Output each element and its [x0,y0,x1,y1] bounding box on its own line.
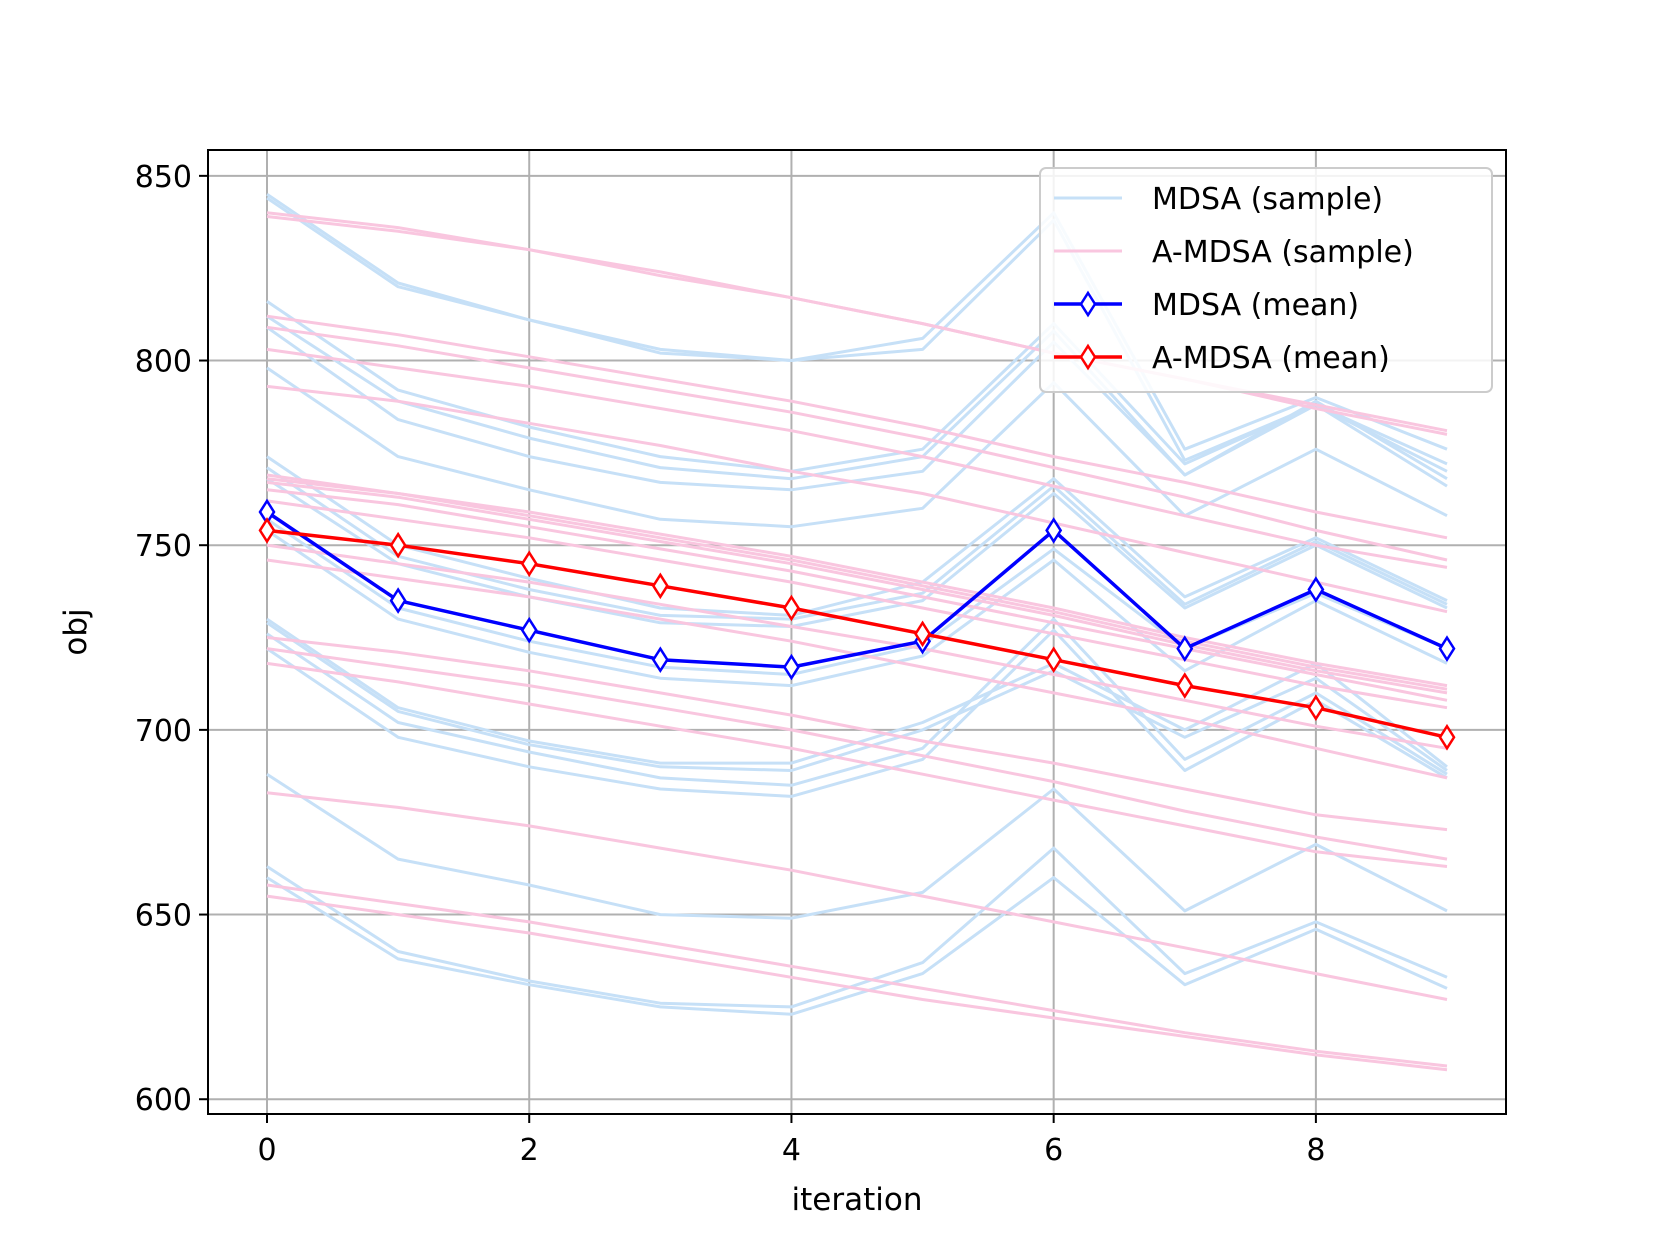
mdsa-sample-line [266,366,1448,529]
y-tick-label: 750 [135,529,192,564]
mdsa-mean-marker [1045,517,1063,544]
amdsa-sample-line [266,477,1448,691]
amdsa-sample-line [266,647,1448,861]
amdsa-mean-marker [1045,646,1063,674]
legend-marker-amdsa-mean [1079,343,1097,371]
axis-ticks: 0 2 4 6 8 600 650 700 750 800 850 [135,160,1326,1168]
mdsa-sample-line [266,326,1448,492]
y-tick-label: 650 [135,899,192,934]
mdsa-sample-line [266,196,1448,466]
y-tick-label: 850 [135,160,192,195]
mdsa-mean-marker [1438,635,1456,662]
x-tick-label: 6 [1044,1133,1063,1168]
legend-label-amdsa-mean: A-MDSA (mean) [1152,341,1390,376]
amdsa-sample-line [266,480,1448,695]
amdsa-mean-marker [1176,672,1194,699]
mdsa-sample-line [266,628,1448,798]
legend-label-mdsa-sample: MDSA (sample) [1152,182,1383,217]
mdsa-sample-line [266,193,1448,451]
amdsa-sample-line [266,384,1448,614]
amdsa-sample-line [266,661,1448,868]
amdsa-sample-line [266,791,1448,1001]
mdsa-sample-line [266,617,1448,787]
x-axis-label: iteration [792,1182,923,1218]
legend-label-mdsa-mean: MDSA (mean) [1152,288,1359,323]
amdsa-mean-marker [914,620,932,648]
amdsa-sample-line [266,894,1448,1072]
mdsa-sample-line [266,477,1448,628]
amdsa-sample-line [266,314,1448,540]
mdsa-sample-line [266,300,1448,473]
mdsa-mean-marker [520,616,538,644]
y-tick-label: 800 [135,345,192,380]
y-tick-label: 600 [135,1083,192,1118]
amdsa-sample-line [266,499,1448,710]
mdsa-sample-line [266,314,1448,481]
y-axis-label: obj [58,608,94,655]
amdsa-sample-line [266,636,1448,832]
amdsa-sample-lines [266,211,1448,1072]
amdsa-mean-marker [520,550,538,577]
legend-label-amdsa-sample: A-MDSA (sample) [1152,235,1414,270]
y-tick-label: 700 [135,714,192,749]
mean-series [258,498,1456,751]
amdsa-sample-line [266,883,1448,1068]
mdsa-sample-line [266,621,1448,772]
x-tick-label: 2 [520,1133,539,1168]
amdsa-mean-marker [1307,694,1325,722]
amdsa-mean-marker [651,572,669,600]
mdsa-mean-line [266,510,1448,669]
amdsa-mean-marker [258,517,276,544]
mdsa-mean-marker [651,646,669,674]
legend-box [1039,167,1493,393]
legend-marker-mdsa-mean [1079,290,1097,318]
amdsa-sample-line [266,543,1448,750]
mdsa-sample-line [266,846,1448,1009]
mdsa-sample-line [266,772,1448,920]
amdsa-sample-line [266,347,1448,569]
amdsa-sample-line [266,215,1448,436]
mdsa-mean-marker [782,653,800,681]
amdsa-sample-line [266,473,1448,688]
plot-frame [207,149,1507,1115]
mdsa-mean-marker [1176,635,1194,662]
x-tick-label: 4 [782,1133,801,1168]
mdsa-mean-marker [1307,576,1325,603]
amdsa-mean-marker [782,594,800,622]
amdsa-mean-line [266,528,1448,740]
amdsa-sample-line [266,325,1448,562]
x-tick-label: 0 [257,1133,276,1168]
mdsa-mean-marker [389,587,407,614]
legend: MDSA (sample) A-MDSA (sample) MDSA (mean) A… [1039,167,1493,393]
amdsa-mean-marker [1438,723,1456,751]
amdsa-mean-marker [389,531,407,559]
x-tick-label: 8 [1306,1133,1325,1168]
mdsa-sample-line [266,876,1448,1016]
amdsa-sample-line [266,488,1448,702]
mdsa-sample-line [266,529,1448,688]
mdsa-sample-lines [266,193,1448,1016]
